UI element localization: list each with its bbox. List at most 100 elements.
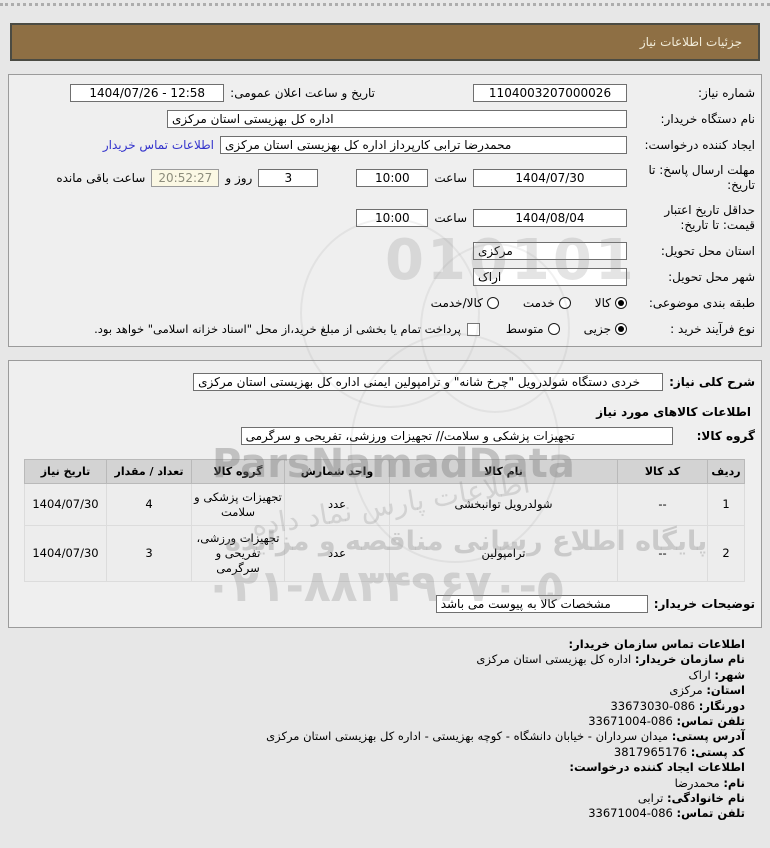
- purchase-process-label: نوع فرآیند خرید :: [670, 321, 755, 336]
- creator-label: ایجاد کننده درخواست:: [644, 137, 755, 152]
- contact-line-value: اداره کل بهزیستی استان مرکزی: [476, 652, 632, 667]
- contact-line-value: ترابی: [637, 791, 664, 806]
- cell-group: تجهیزات ورزشی، تفریحی و سرگرمی: [191, 525, 285, 582]
- goods-group-field[interactable]: تجهیزات پزشکی و سلامت// تجهیزات ورزشی، ت…: [240, 427, 673, 445]
- treasury-checkbox[interactable]: [466, 322, 480, 336]
- radio-goods[interactable]: [615, 297, 627, 309]
- contact-line-label: تلفن تماس:: [676, 806, 745, 821]
- announce-datetime-field[interactable]: 1404/07/26 - 12:58: [70, 84, 225, 102]
- contact-line-label: شهر:: [714, 667, 745, 682]
- top-divider: [0, 3, 770, 6]
- col-item-name: نام کالا: [389, 459, 618, 484]
- goods-group-label: گروه کالا:: [696, 429, 755, 443]
- contact-line-label: نام:: [723, 775, 745, 790]
- radio-goods-label: کالا: [594, 296, 611, 310]
- col-row-number: ردیف: [707, 459, 745, 484]
- cell-unit: عدد: [284, 483, 390, 526]
- option-minor: جزیی: [584, 322, 627, 336]
- contact-section: اطلاعات تماس سازمان خریدار: نام سازمان خ…: [25, 637, 745, 822]
- contact-line: تلفن تماس: 33671004-086: [25, 714, 745, 729]
- row-need-number: شماره نیاز: 1104003207000026 تاریخ و ساع…: [15, 80, 755, 106]
- buyer-org-field[interactable]: اداره کل بهزیستی استان مرکزی: [167, 110, 627, 128]
- cell-quantity: 4: [106, 483, 192, 526]
- radio-minor-label: جزیی: [583, 322, 611, 336]
- reply-deadline-time-field[interactable]: 10:00: [356, 169, 429, 187]
- row-creator: ایجاد کننده درخواست: محمدرضا ترابی کارپر…: [15, 132, 755, 158]
- col-unit: واحد شمارش: [284, 459, 390, 484]
- need-desc-label: شرح کلی نیاز:: [669, 375, 755, 389]
- cell-unit: عدد: [284, 525, 390, 582]
- contact-line-value: 3817965176: [613, 744, 688, 759]
- row-reply-deadline: مهلت ارسال پاسخ: تا تاریخ: 1404/07/30 سا…: [15, 158, 755, 198]
- table-row: 2 -- ترامپولین عدد تجهیزات ورزشی، تفریحی…: [24, 525, 745, 582]
- delivery-city-label: شهر محل تحویل:: [668, 269, 755, 284]
- contact-line: نام: محمدرضا: [25, 776, 745, 791]
- remaining-suffix-label: ساعت باقی مانده: [56, 171, 146, 185]
- contact-line: نام سازمان خریدار: اداره کل بهزیستی استا…: [25, 652, 745, 667]
- price-validity-date-field[interactable]: 1404/08/04: [473, 209, 627, 227]
- row-buyer-notes: توضیحات خریدار: مشخصات کالا به پیوست می …: [15, 591, 755, 617]
- contact-line-value: مرکزی: [669, 683, 703, 698]
- contact-creator-title: اطلاعات ایجاد کننده درخواست:: [569, 760, 745, 775]
- buyer-notes-field[interactable]: مشخصات کالا به پیوست می باشد: [435, 595, 648, 613]
- option-service: خدمت: [523, 296, 571, 310]
- contact-line-label: دورنگار:: [698, 698, 745, 713]
- buyer-contact-link[interactable]: اطلاعات تماس خریدار: [102, 138, 214, 152]
- contact-org-title: اطلاعات تماس سازمان خریدار:: [568, 637, 745, 651]
- subject-category-label: طبقه بندی موضوعی:: [648, 295, 755, 310]
- purchase-process-options: جزیی متوسط: [506, 322, 627, 336]
- row-price-validity: حداقل تاریخ اعتبار قیمت: تا تاریخ: 1404/…: [15, 198, 755, 238]
- radio-goods-service[interactable]: [486, 297, 499, 309]
- contact-line-label: کد پستی:: [690, 744, 745, 759]
- contact-line-value: اراک: [688, 667, 711, 682]
- contact-line-value: 33671004-086: [588, 806, 673, 821]
- contact-line: آدرس پستی: میدان سرداران - خیابان دانشگا…: [25, 729, 745, 744]
- radio-medium-label: متوسط: [505, 322, 544, 336]
- radio-medium[interactable]: [547, 323, 560, 335]
- cell-row-number: 1: [707, 483, 745, 526]
- days-remaining-field: 3: [258, 169, 319, 187]
- price-validity-time-field[interactable]: 10:00: [356, 209, 429, 227]
- col-need-date: تاریخ نیاز: [24, 459, 107, 484]
- contact-line-label: نام خانوادگی:: [667, 791, 745, 806]
- need-desc-field[interactable]: خردی دستگاه شولدرویل "چرخ شانه" و ترامپو…: [193, 373, 664, 391]
- price-validity-label: حداقل تاریخ اعتبار قیمت: تا تاریخ:: [664, 203, 755, 232]
- radio-goods-service-label: کالا/خدمت: [430, 296, 483, 310]
- need-number-label: شماره نیاز:: [698, 85, 755, 100]
- items-table: ردیف کد کالا نام کالا واحد شمارش گروه کا…: [24, 459, 745, 582]
- page-title-bar: جزئیات اطلاعات نیاز: [10, 23, 760, 61]
- contact-line: نام خانوادگی: ترابی: [25, 791, 745, 806]
- radio-minor[interactable]: [615, 323, 627, 335]
- row-delivery-city: شهر محل تحویل: اراک: [15, 264, 755, 290]
- goods-panel: شرح کلی نیاز: خردی دستگاه شولدرویل "چرخ …: [8, 360, 762, 628]
- row-subject-category: طبقه بندی موضوعی: کالا خدمت کالا/خدمت: [15, 290, 755, 316]
- contact-line-value: میدان سرداران - خیابان دانشگاه - کوچه به…: [266, 729, 669, 744]
- items-table-wrap: ردیف کد کالا نام کالا واحد شمارش گروه کا…: [24, 459, 745, 582]
- contact-line: کد پستی: 3817965176: [25, 745, 745, 760]
- row-goods-group: گروه کالا: تجهیزات پزشکی و سلامت// تجهیز…: [15, 423, 755, 449]
- buyer-org-label: نام دستگاه خریدار:: [660, 111, 756, 126]
- cell-need-date: 1404/07/30: [24, 483, 107, 526]
- cell-group: تجهیزات پزشکی و سلامت: [191, 483, 285, 526]
- cell-item-name: ترامپولین: [389, 525, 618, 582]
- option-medium: متوسط: [506, 322, 560, 336]
- delivery-province-field[interactable]: مرکزی: [473, 242, 627, 260]
- contact-line-label: تلفن تماس:: [676, 714, 745, 729]
- contact-line-label: آدرس پستی:: [671, 729, 745, 744]
- buyer-notes-label: توضیحات خریدار:: [653, 597, 755, 611]
- contact-line: دورنگار: 33673030-086: [25, 699, 745, 714]
- need-number-field[interactable]: 1104003207000026: [473, 84, 627, 102]
- col-item-code: کد کالا: [617, 459, 708, 484]
- col-group: گروه کالا: [191, 459, 285, 484]
- contact-line-label: نام سازمان خریدار:: [634, 652, 745, 667]
- contact-line-value: 33673030-086: [610, 698, 696, 713]
- reply-deadline-date-field[interactable]: 1404/07/30: [473, 169, 627, 187]
- creator-field[interactable]: محمدرضا ترابی کارپرداز اداره کل بهزیستی …: [220, 136, 627, 154]
- radio-service[interactable]: [558, 297, 571, 309]
- cell-row-number: 2: [707, 525, 745, 582]
- cell-item-name: شولدرویل توانبخشی: [389, 483, 618, 526]
- delivery-city-field[interactable]: اراک: [473, 268, 627, 286]
- page-title: جزئیات اطلاعات نیاز: [639, 35, 742, 49]
- contact-line-value: 33671004-086: [588, 714, 673, 729]
- row-delivery-province: استان محل تحویل: مرکزی: [15, 238, 755, 264]
